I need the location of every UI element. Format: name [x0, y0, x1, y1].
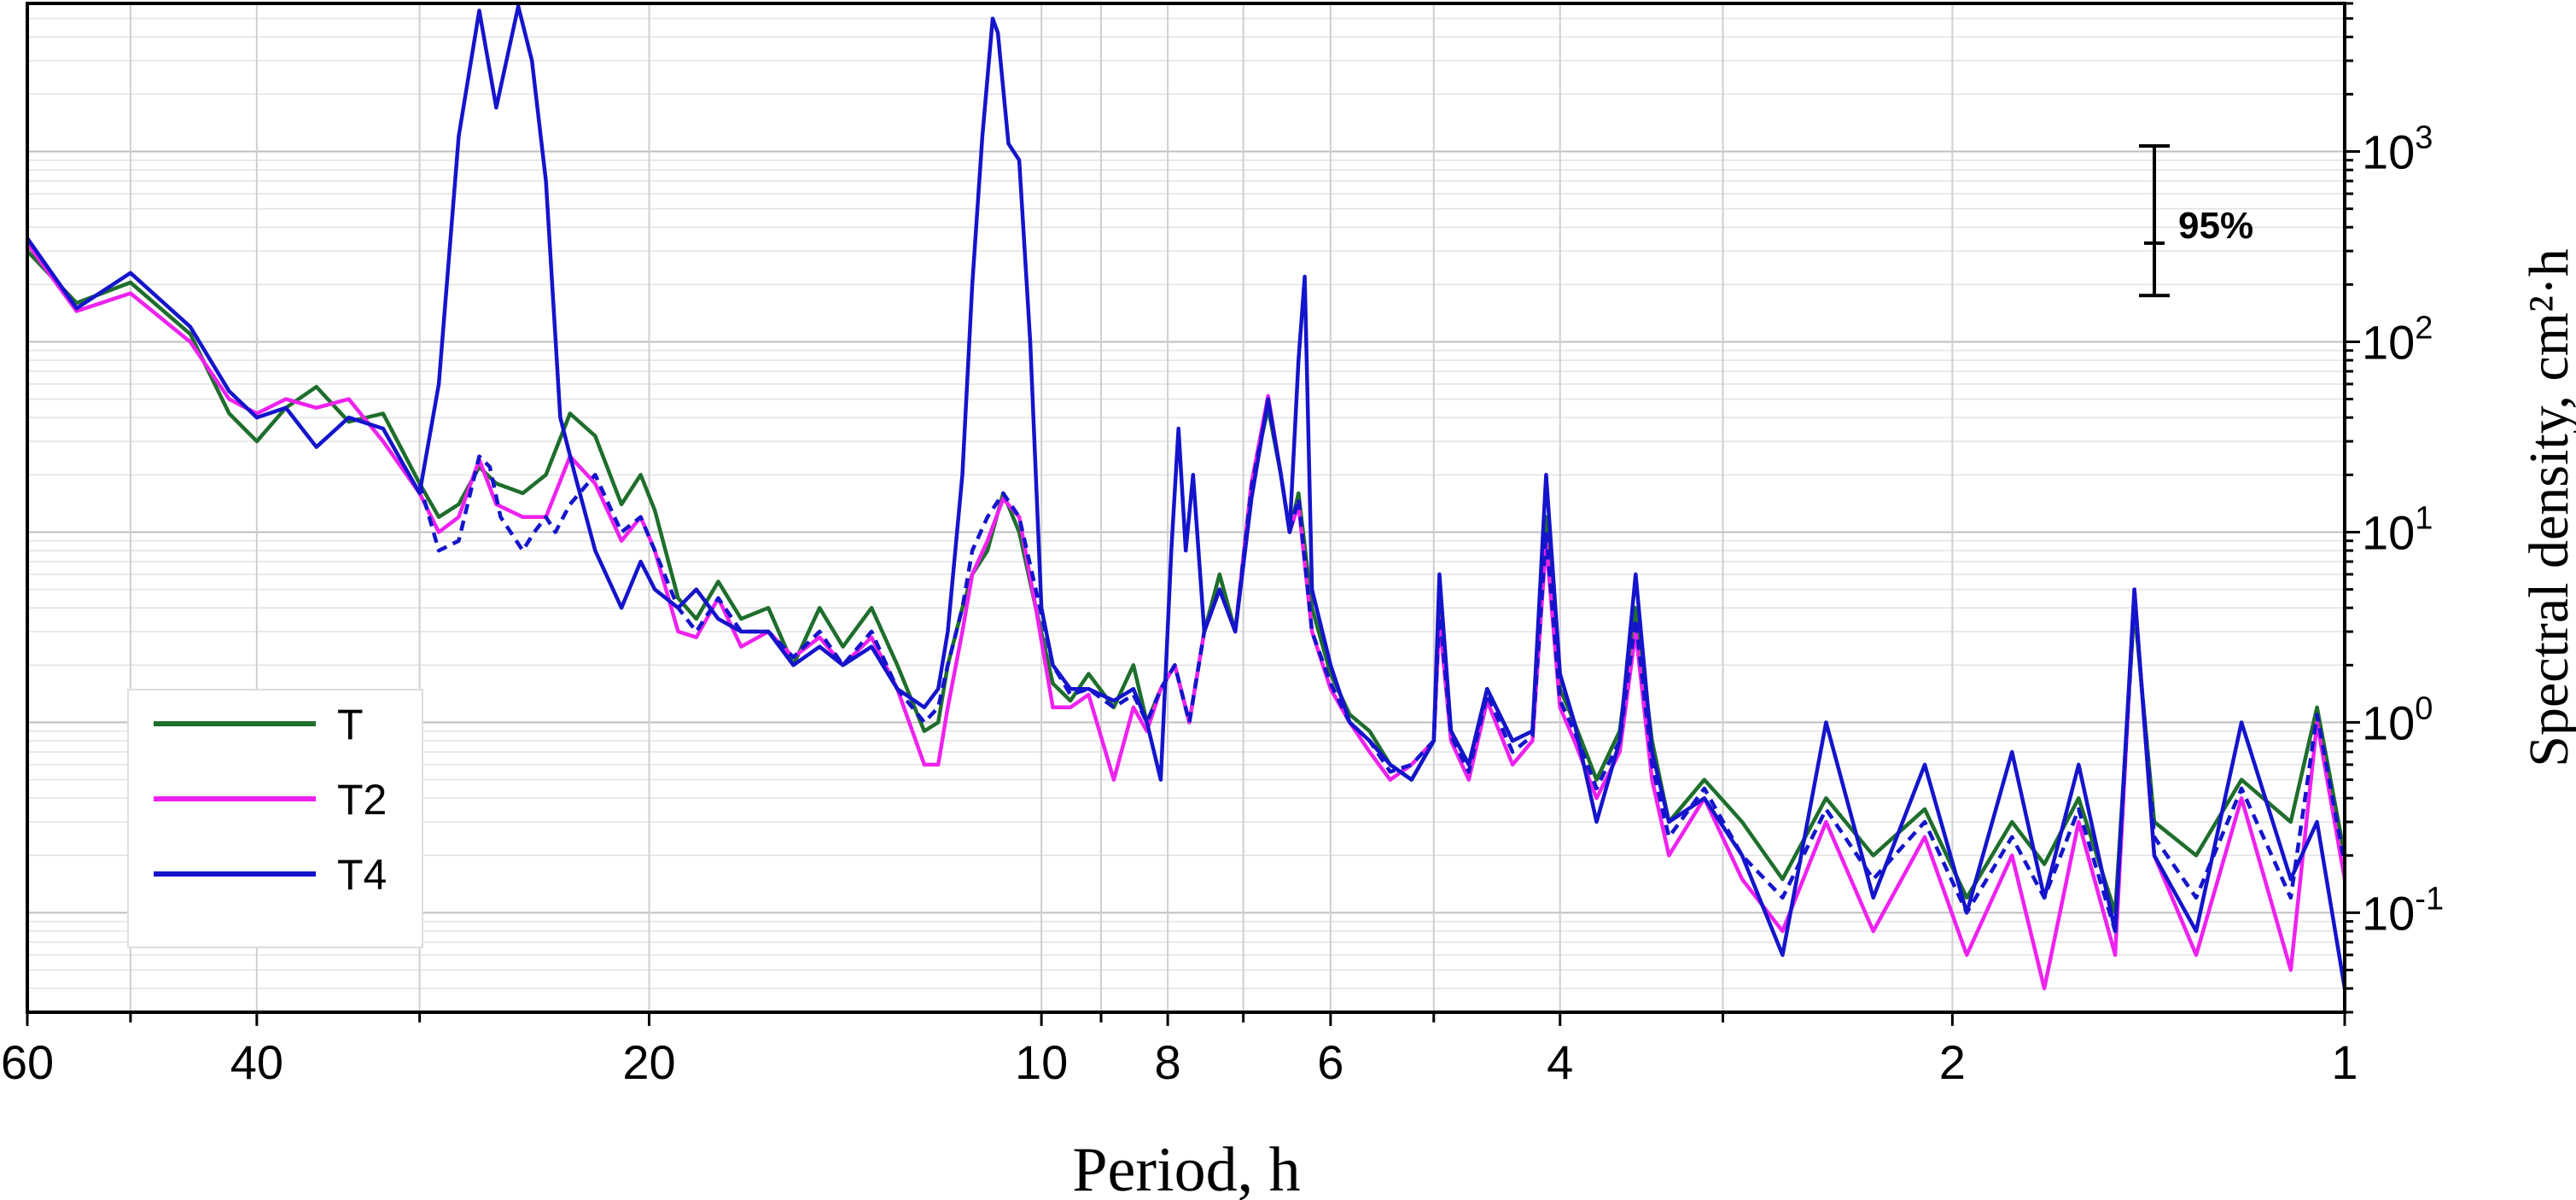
- x-tick-label: 1: [2331, 1035, 2357, 1089]
- series-line-dashed: [417, 400, 2347, 934]
- legend-box: [127, 689, 423, 948]
- x-tick-label: 10: [1015, 1035, 1068, 1089]
- ci-label: 95%: [2178, 205, 2253, 247]
- legend-label-t2: T2: [337, 776, 387, 824]
- legend-label-t4: T4: [337, 851, 387, 899]
- plot-frame: [26, 2, 2346, 1014]
- x-tick-label: 20: [622, 1035, 675, 1089]
- x-axis-ticks: 60 40 20 10 8 6 4 2 1: [1, 1012, 2358, 1089]
- y-tick-label: 101: [2362, 500, 2433, 559]
- confidence-interval: 95%: [2139, 143, 2253, 298]
- y-tick-label: 103: [2362, 120, 2433, 179]
- x-tick-label: 4: [1547, 1035, 1573, 1089]
- x-tick-label: 40: [230, 1035, 283, 1089]
- x-tick-label: 8: [1155, 1035, 1181, 1089]
- y-tick-label: 100: [2362, 690, 2433, 749]
- y-axis-title: Spectral density, cm²·h: [2518, 248, 2576, 767]
- x-tick-label: 2: [1939, 1035, 1966, 1089]
- legend-label-t: T: [337, 701, 364, 749]
- legend: T T2 T4: [127, 689, 423, 948]
- x-axis-title: Period, h: [1072, 1135, 1300, 1200]
- x-tick-label: 60: [1, 1035, 54, 1089]
- y-axis-ticks: 10-1 100 101 102 103: [2345, 2, 2444, 1014]
- series-layer: [26, 4, 2347, 991]
- x-tick-label: 6: [1317, 1035, 1343, 1089]
- y-tick-label: 10-1: [2362, 881, 2444, 940]
- y-tick-label: 102: [2362, 310, 2433, 369]
